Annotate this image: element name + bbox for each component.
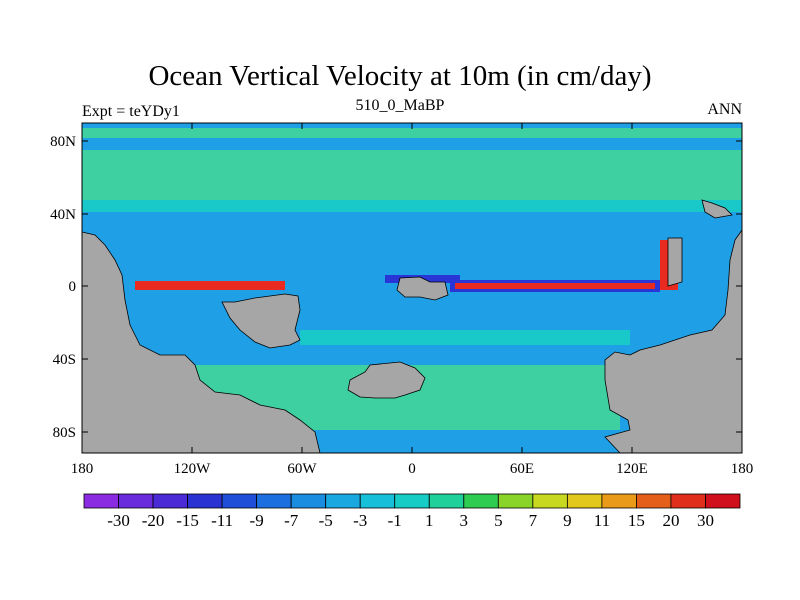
y-tick-label: 40N bbox=[50, 207, 76, 223]
y-axis: 80N 40N 0 40S 80S bbox=[50, 134, 742, 441]
colorbar-box bbox=[187, 493, 223, 509]
colorbar-label: -30 bbox=[107, 511, 130, 530]
colorbar-label: -20 bbox=[142, 511, 165, 530]
colorbar: -30 -20 -15 -11 -9 -7 -5 -3 -1 1 3 5 7 9 11 15 20 30 bbox=[83, 493, 741, 530]
experiment-label: Expt = teYDy1 bbox=[82, 103, 180, 120]
colorbar-label: 15 bbox=[628, 511, 645, 530]
continent-south bbox=[347, 361, 426, 399]
colorbar-box bbox=[256, 493, 292, 509]
colorbar-box bbox=[359, 493, 396, 509]
colorbar-label: 11 bbox=[594, 511, 610, 530]
colorbar-box bbox=[463, 493, 499, 509]
colorbar-box bbox=[601, 493, 637, 509]
y-tick-label: 40S bbox=[53, 352, 76, 368]
x-tick-label: 180 bbox=[731, 461, 754, 477]
colorbar-box bbox=[394, 493, 430, 509]
colorbar-label: 30 bbox=[697, 511, 714, 530]
colorbar-label: -1 bbox=[388, 511, 402, 530]
colorbar-box bbox=[221, 493, 258, 509]
colorbar-label: 5 bbox=[494, 511, 503, 530]
colorbar-box bbox=[705, 493, 741, 509]
land-east bbox=[604, 229, 742, 453]
colorbar-label: -9 bbox=[250, 511, 264, 530]
colorbar-label: -7 bbox=[284, 511, 299, 530]
y-tick-label: 80S bbox=[53, 425, 76, 441]
north-midlat-band bbox=[82, 150, 742, 200]
island-equatorial bbox=[396, 276, 449, 301]
season-label: ANN bbox=[707, 101, 742, 118]
x-tick-label: 180 bbox=[71, 461, 94, 477]
y-tick-label: 0 bbox=[69, 279, 77, 295]
plot-area bbox=[82, 123, 742, 453]
colorbar-box bbox=[118, 493, 154, 509]
colorbar-box bbox=[290, 493, 327, 509]
colorbar-box bbox=[636, 493, 672, 509]
period-label: 510_0_MaBP bbox=[355, 97, 445, 114]
x-tick-label: 120W bbox=[174, 461, 212, 477]
colorbar-box bbox=[670, 493, 706, 509]
colorbar-label: 1 bbox=[425, 511, 434, 530]
colorbar-label: 9 bbox=[563, 511, 572, 530]
colorbar-label: 3 bbox=[460, 511, 469, 530]
north-light-band bbox=[82, 200, 742, 212]
colorbar-box bbox=[428, 493, 465, 509]
map-title: Ocean Vertical Velocity at 10m (in cm/da… bbox=[148, 60, 652, 92]
colorbar-box bbox=[152, 493, 188, 509]
colorbar-box bbox=[566, 493, 603, 509]
x-tick-label: 120E bbox=[616, 461, 648, 477]
colorbar-label: -3 bbox=[353, 511, 367, 530]
y-tick-label: 80N bbox=[50, 134, 76, 150]
equator-up-band-east bbox=[455, 283, 655, 289]
colorbar-box bbox=[83, 493, 119, 509]
colorbar-label: 7 bbox=[529, 511, 538, 530]
colorbar-label: -5 bbox=[319, 511, 333, 530]
x-tick-label: 0 bbox=[408, 461, 416, 477]
equator-up-band bbox=[135, 281, 285, 290]
ocean-field bbox=[82, 128, 742, 430]
island-west-pacific bbox=[667, 237, 683, 287]
colorbar-box bbox=[497, 493, 534, 509]
arctic-band bbox=[82, 128, 742, 138]
land-west bbox=[82, 231, 321, 453]
colorbar-label: -15 bbox=[176, 511, 199, 530]
colorbar-box bbox=[532, 493, 568, 509]
x-tick-label: 60W bbox=[287, 461, 317, 477]
x-axis: 180 120W 60W 0 60E 120E 180 bbox=[71, 123, 754, 477]
continent-south-atlantic bbox=[221, 293, 301, 349]
colorbar-box bbox=[325, 493, 361, 509]
colorbar-label: -11 bbox=[211, 511, 233, 530]
south-band bbox=[300, 330, 630, 345]
land-masses bbox=[82, 199, 742, 453]
colorbar-label: 20 bbox=[662, 511, 679, 530]
x-tick-label: 60E bbox=[510, 461, 534, 477]
island-north bbox=[701, 199, 733, 219]
